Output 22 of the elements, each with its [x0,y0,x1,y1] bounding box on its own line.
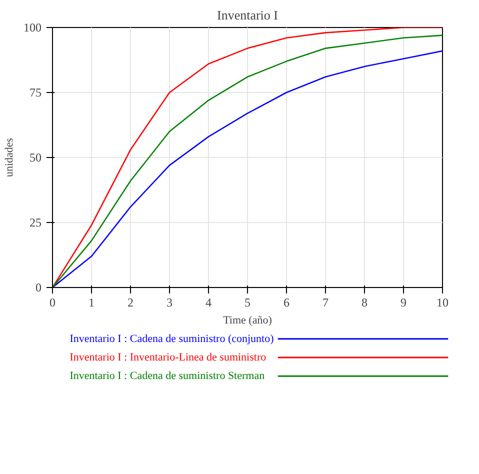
x-tick-label: 7 [322,296,328,310]
x-tick-label: 9 [400,296,406,310]
y-tick-label: 25 [30,216,42,230]
y-tick-label: 50 [30,150,42,164]
x-tick-label: 1 [88,296,94,310]
x-tick-label: 5 [244,296,250,310]
x-tick-label: 8 [362,296,368,310]
y-axis-title: unidades [4,138,16,178]
x-axis-title: Time (año) [223,314,272,326]
x-tick-label: 6 [284,296,290,310]
y-tick-label: 0 [36,280,42,294]
y-tick-label: 75 [30,86,42,100]
x-tick-label: 4 [206,296,212,310]
chart-title: Inventario I [217,8,278,22]
x-tick-label: 10 [436,296,448,310]
text: Inventario I : Cadena de suministro (conjunto) [70,332,274,345]
y-tick-label: 100 [24,20,42,34]
x-tick-label: 3 [166,296,172,310]
x-tick-label: 2 [128,296,134,310]
x-tick-label: 0 [50,296,56,310]
text: Inventario I : Inventario-Linea de suministro [70,352,267,364]
text: Inventario I : Cadena de suministro Sterman [70,370,266,382]
